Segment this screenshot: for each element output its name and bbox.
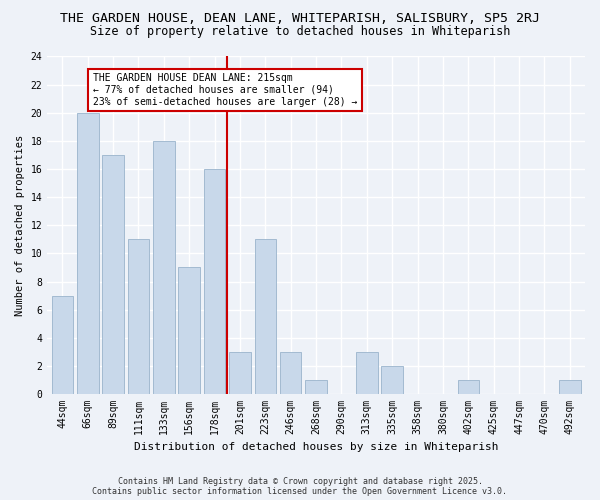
X-axis label: Distribution of detached houses by size in Whiteparish: Distribution of detached houses by size …	[134, 442, 499, 452]
Text: THE GARDEN HOUSE, DEAN LANE, WHITEPARISH, SALISBURY, SP5 2RJ: THE GARDEN HOUSE, DEAN LANE, WHITEPARISH…	[60, 12, 540, 26]
Bar	[77, 113, 98, 394]
Bar	[458, 380, 479, 394]
Bar	[153, 141, 175, 394]
Bar	[103, 155, 124, 394]
Bar	[254, 240, 276, 394]
Bar	[178, 268, 200, 394]
Bar	[305, 380, 327, 394]
Y-axis label: Number of detached properties: Number of detached properties	[15, 134, 25, 316]
Bar	[280, 352, 301, 394]
Text: THE GARDEN HOUSE DEAN LANE: 215sqm
← 77% of detached houses are smaller (94)
23%: THE GARDEN HOUSE DEAN LANE: 215sqm ← 77%…	[93, 74, 357, 106]
Bar	[52, 296, 73, 394]
Text: Size of property relative to detached houses in Whiteparish: Size of property relative to detached ho…	[90, 25, 510, 38]
Bar	[128, 240, 149, 394]
Text: Contains HM Land Registry data © Crown copyright and database right 2025.
Contai: Contains HM Land Registry data © Crown c…	[92, 476, 508, 496]
Bar	[356, 352, 377, 394]
Bar	[204, 169, 226, 394]
Bar	[382, 366, 403, 394]
Bar	[559, 380, 581, 394]
Bar	[229, 352, 251, 394]
